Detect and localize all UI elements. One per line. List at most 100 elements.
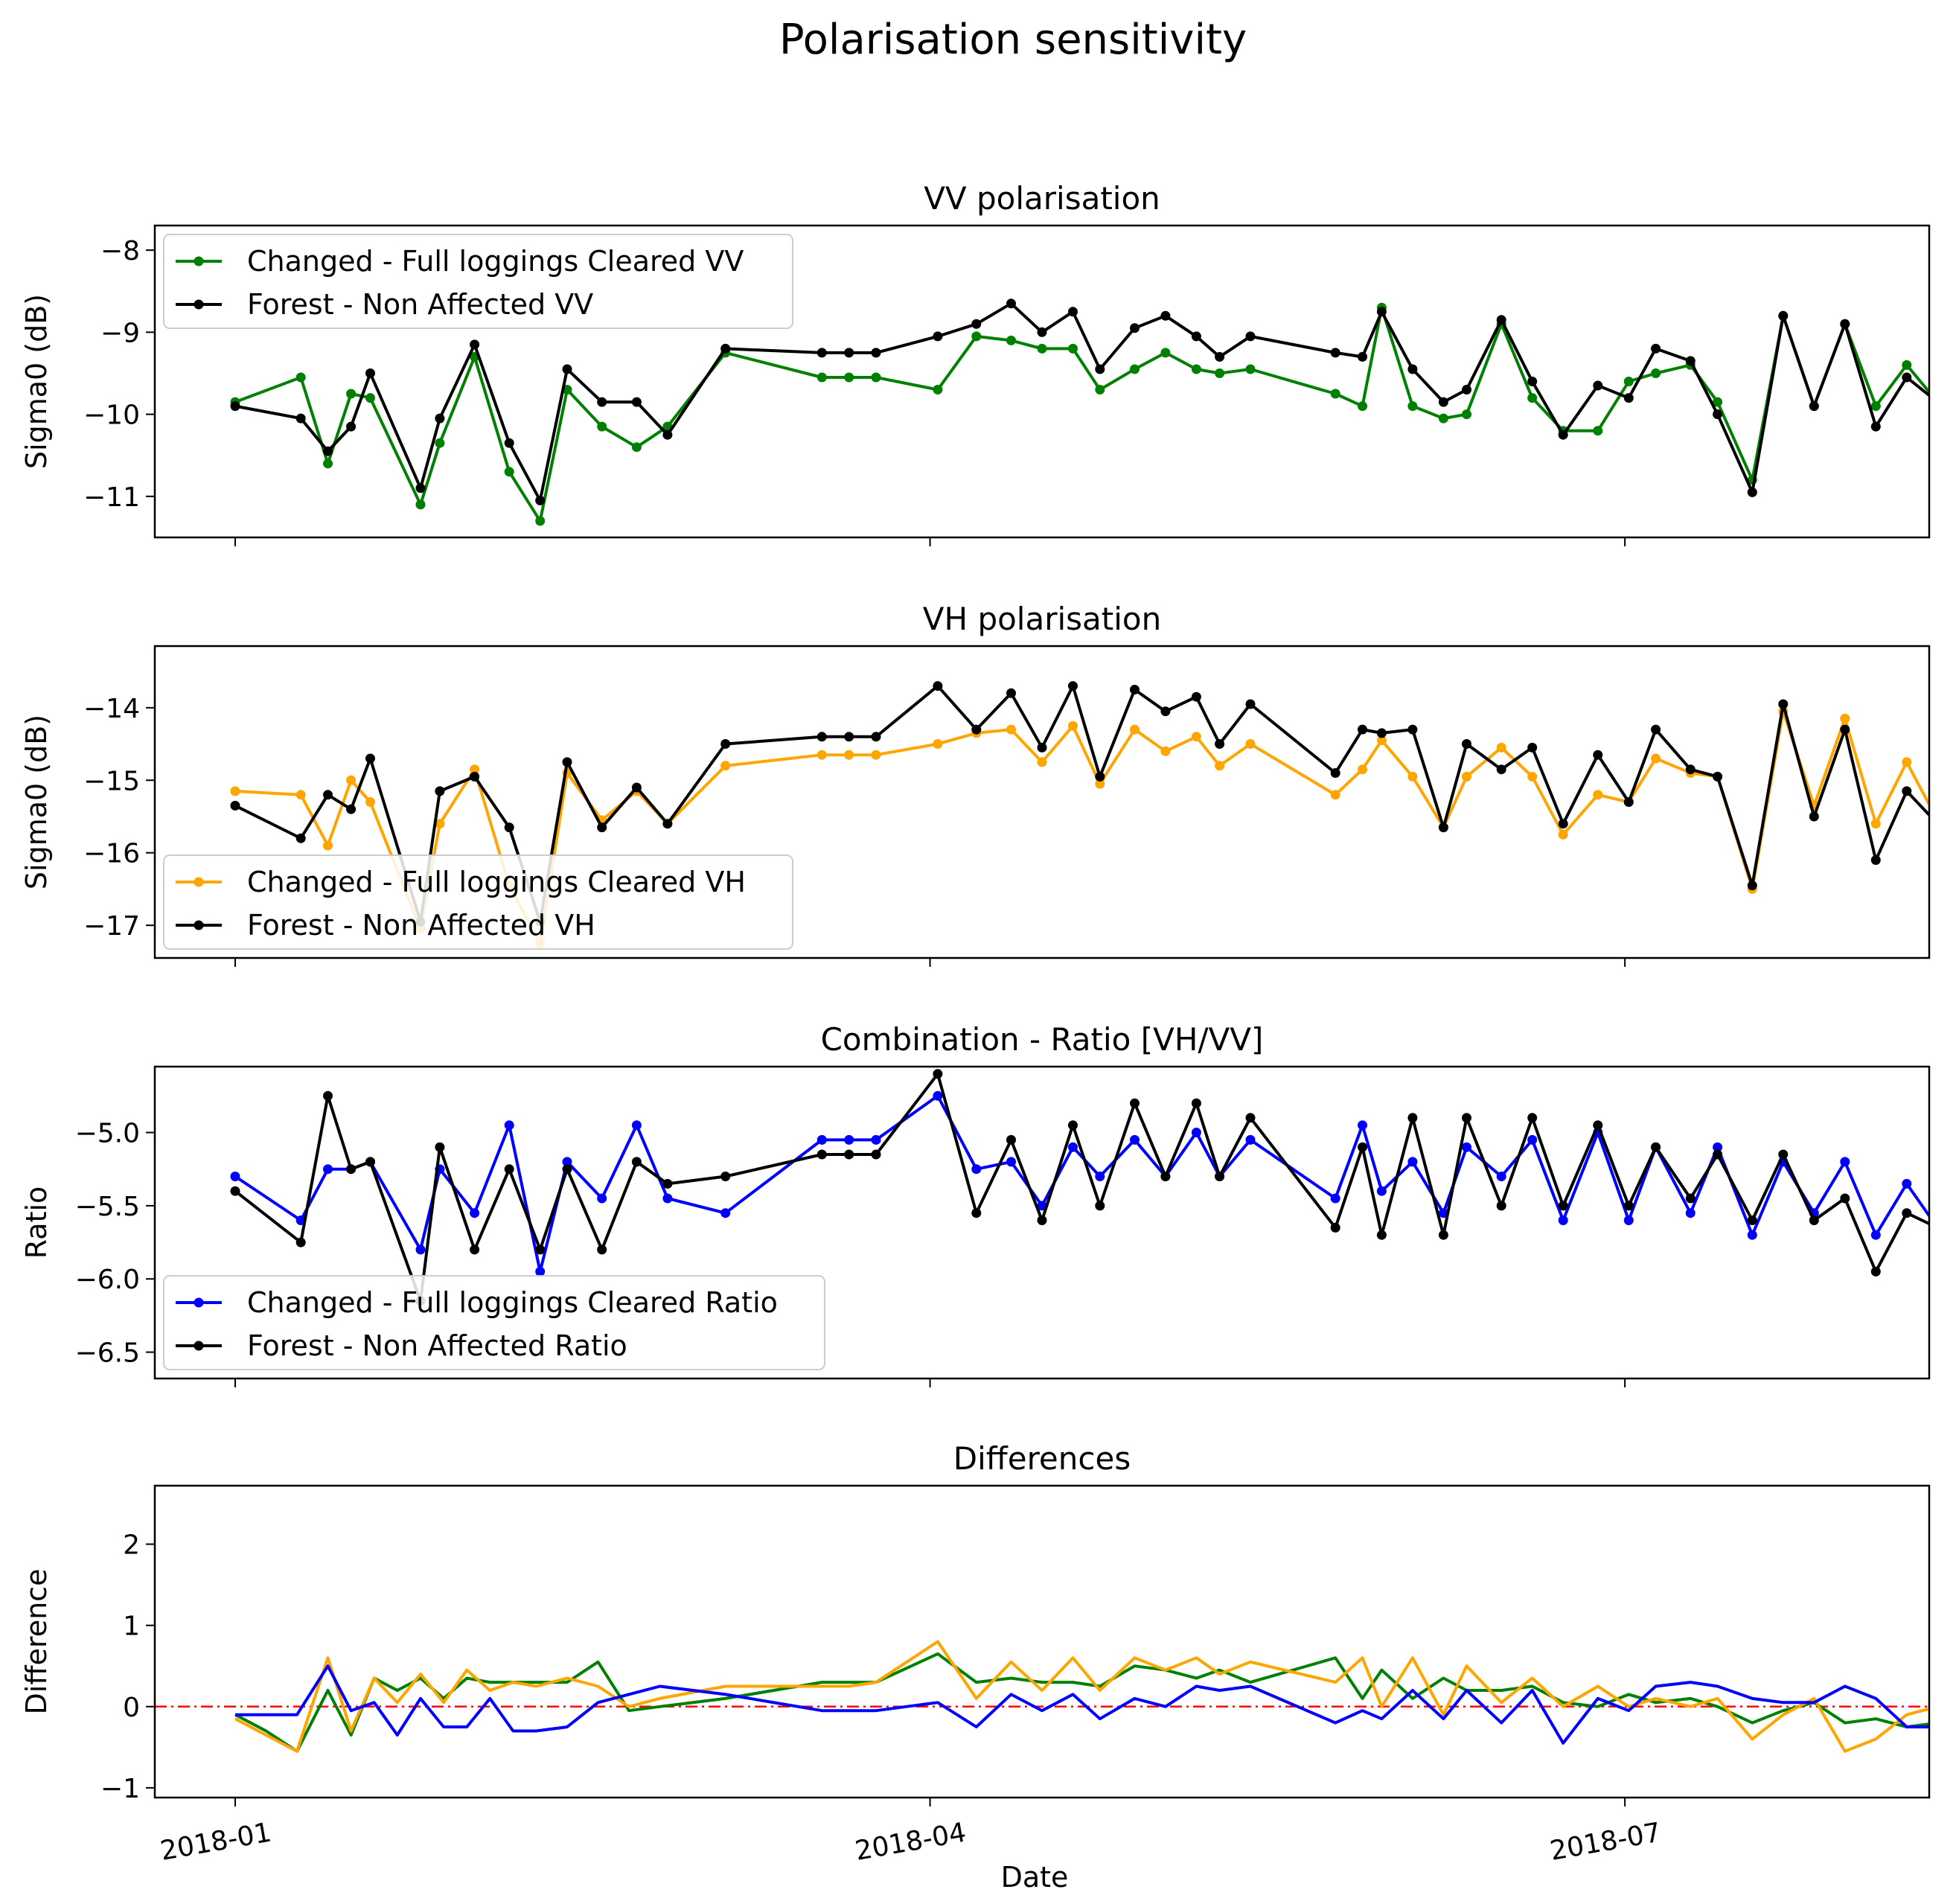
- data-point: [1160, 1172, 1171, 1181]
- data-point: [597, 421, 607, 432]
- y-tick-label: −9: [100, 318, 140, 348]
- data-point: [295, 833, 306, 843]
- data-point: [1527, 1134, 1538, 1145]
- data-point: [1778, 310, 1789, 321]
- series-line-1: [234, 1652, 1929, 1753]
- data-point: [1068, 1120, 1078, 1131]
- data-point: [1358, 401, 1367, 412]
- data-point: [871, 1149, 881, 1160]
- data-point: [662, 1193, 673, 1204]
- data-point: [1870, 401, 1881, 412]
- series-line-2: [234, 301, 1929, 502]
- data-point: [1095, 779, 1105, 789]
- y-tick-label: 1: [123, 1611, 140, 1642]
- data-point: [1358, 1142, 1367, 1152]
- data-point: [1191, 331, 1201, 342]
- data-point: [1558, 819, 1568, 829]
- data-point: [1215, 368, 1225, 378]
- data-point: [662, 819, 673, 829]
- data-point: [1160, 746, 1171, 756]
- panel-1: VV polarisation −11 −10 −9 −8 Sigma0 (dB) Chan…: [20, 180, 1931, 546]
- data-point: [662, 429, 673, 440]
- data-point: [816, 348, 827, 358]
- legend-marker: [194, 1341, 204, 1351]
- data-point: [1809, 401, 1819, 412]
- legend: Changed - Full loggings Cleared VV Forest…: [163, 234, 793, 329]
- data-point: [597, 1193, 607, 1204]
- data-point: [1330, 348, 1340, 358]
- data-point: [1713, 1142, 1723, 1152]
- data-point: [933, 1069, 943, 1079]
- data-point: [346, 1164, 357, 1175]
- data-point: [871, 1134, 881, 1145]
- y-tick-label: −10: [83, 400, 140, 431]
- y-tick-label: −14: [83, 694, 140, 724]
- data-point: [435, 786, 445, 796]
- data-point: [1215, 739, 1225, 749]
- data-point: [1006, 688, 1016, 698]
- data-point: [346, 804, 357, 814]
- data-point: [1407, 364, 1418, 374]
- data-point: [1438, 397, 1448, 407]
- data-point: [1095, 1172, 1105, 1181]
- data-point: [1358, 724, 1367, 735]
- data-point: [720, 343, 731, 354]
- y-tick-label: 0: [123, 1693, 140, 1723]
- legend-marker: [194, 1297, 204, 1308]
- data-point: [1462, 739, 1471, 749]
- data-point: [1496, 764, 1506, 775]
- data-point: [295, 1237, 306, 1247]
- data-point: [1095, 771, 1105, 782]
- data-point: [295, 790, 306, 800]
- data-point: [1558, 429, 1568, 440]
- data-point: [1215, 351, 1225, 362]
- panel-3: Combination - Ratio [VH/VV] −6.5 −6.0 −5.5 −…: [20, 1021, 1931, 1387]
- data-point: [1870, 1266, 1881, 1277]
- data-point: [1558, 829, 1568, 840]
- data-point: [1527, 742, 1538, 753]
- data-point: [1330, 790, 1340, 800]
- data-point: [597, 1245, 607, 1255]
- data-point: [1840, 724, 1850, 735]
- data-point: [562, 1164, 572, 1175]
- data-point: [1558, 1215, 1568, 1225]
- data-point: [535, 1245, 546, 1255]
- data-point: [1245, 1134, 1256, 1145]
- data-point: [230, 786, 240, 796]
- data-point: [295, 413, 306, 424]
- data-point: [1330, 768, 1340, 778]
- data-point: [971, 1164, 982, 1175]
- data-point: [562, 1157, 572, 1167]
- data-point: [1593, 426, 1603, 436]
- legend-box: [163, 1275, 825, 1370]
- data-point: [1713, 397, 1723, 407]
- data-point: [631, 1157, 642, 1167]
- data-point: [415, 1245, 426, 1255]
- data-point: [1496, 1172, 1506, 1181]
- data-point: [1651, 343, 1661, 354]
- y-tick-label: −11: [83, 482, 140, 513]
- data-point: [230, 401, 240, 412]
- data-point: [435, 413, 445, 424]
- data-point: [1870, 421, 1881, 432]
- data-point: [1623, 797, 1634, 807]
- y-tick-label: −17: [83, 911, 140, 942]
- data-point: [720, 1172, 731, 1181]
- data-point: [1809, 811, 1819, 822]
- data-point: [470, 339, 480, 350]
- data-point: [631, 782, 642, 793]
- panel-title: Differences: [953, 1440, 1131, 1477]
- data-point: [1840, 713, 1850, 723]
- legend-label: Changed - Full loggings Cleared Ratio: [247, 1286, 778, 1319]
- data-point: [1840, 1157, 1850, 1167]
- data-point: [346, 421, 357, 432]
- data-point: [1006, 1157, 1016, 1167]
- legend: Changed - Full loggings Cleared Ratio For…: [163, 1275, 825, 1370]
- figure-title: Polarisation sensitivity: [779, 16, 1247, 64]
- data-point: [1068, 307, 1078, 317]
- data-point: [415, 483, 426, 493]
- data-point: [1130, 364, 1140, 374]
- data-point: [504, 1164, 514, 1175]
- data-point: [720, 1208, 731, 1218]
